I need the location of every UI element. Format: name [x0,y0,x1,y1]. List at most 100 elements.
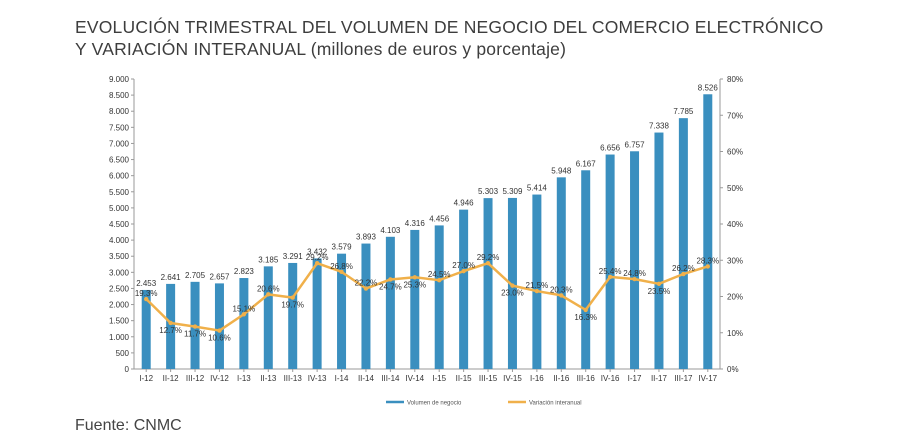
line-label-II-12: 12.7% [159,326,182,335]
legend-bar-label: Volumen de negocio [407,401,462,407]
x-label-I-12: I-12 [139,374,153,383]
bar-I-13 [239,278,249,369]
bar-label-IV-12: 2.657 [209,272,230,281]
left-axis-tick-label: 2.000 [109,301,130,310]
variation-point-IV-12 [217,328,222,333]
bar-II-17 [654,132,664,369]
bar-label-III-15: 5.303 [478,187,499,196]
line-label-IV-15: 23.0% [501,289,524,298]
line-label-I-12: 19.3% [135,289,158,298]
bar-label-II-15: 4.946 [454,199,475,208]
variation-point-III-16 [583,307,588,313]
bar-III-13 [288,262,298,369]
bar-label-I-13: 2.823 [234,267,255,276]
left-axis-tick-label: 3.000 [109,268,130,277]
left-axis-tick-label: 1.500 [109,317,130,326]
x-label-I-16: I-16 [530,374,544,383]
x-label-II-15: II-15 [456,374,473,383]
x-label-III-15: III-15 [479,374,498,383]
x-label-II-16: II-16 [553,374,570,383]
x-label-II-14: II-14 [358,374,375,383]
left-axis-tick-label: 2.500 [109,284,130,293]
left-axis-tick-label: 4.000 [109,236,130,245]
left-axis-tick-label: 0 [125,365,130,374]
line-label-I-16: 21.5% [526,281,549,290]
bar-IV-14 [410,229,420,369]
bar-label-I-16: 5.414 [527,184,548,193]
x-label-I-15: I-15 [432,374,446,383]
variation-point-II-16 [559,293,564,298]
variation-point-I-16 [534,288,540,294]
x-label-III-14: III-14 [381,374,400,383]
bar-I-14 [337,253,347,369]
bar-label-IV-15: 5.309 [502,187,523,196]
bar-II-12 [166,283,176,369]
x-label-IV-14: IV-14 [405,374,424,383]
bar-label-III-12: 2.705 [185,271,206,280]
bar-label-II-13: 3.185 [258,255,279,264]
legend-line-label: Variación interanual [529,401,582,407]
bar-label-I-12: 2.453 [136,279,157,288]
bar-label-II-16: 5.948 [551,166,572,175]
bar-IV-13 [312,258,322,369]
x-label-III-17: III-17 [674,374,693,383]
left-axis-tick-label: 8.000 [109,107,130,116]
x-label-I-14: I-14 [335,374,349,383]
right-axis-tick-label: 0% [727,365,739,374]
bar-I-16 [532,194,542,369]
left-axis-tick-label: 6.500 [109,156,130,165]
variation-point-I-14 [339,269,344,275]
line-label-I-13: 15.1% [233,304,256,313]
right-axis-tick-label: 20% [727,293,743,302]
bar-II-15 [459,209,469,369]
variation-point-III-12 [192,324,198,329]
right-axis-tick-label: 80% [727,75,743,84]
x-label-III-16: III-16 [577,374,596,383]
bar-label-I-14: 3.579 [332,243,353,252]
left-axis-tick-label: 5.000 [109,204,130,213]
line-label-IV-17: 28.3% [696,256,719,265]
bar-I-17 [630,151,640,369]
line-label-IV-13: 29.2% [306,253,329,262]
line-label-II-17: 23.5% [648,287,671,296]
variation-point-II-14 [363,286,369,291]
left-axis-tick-label: 7.500 [109,123,130,132]
bar-series [141,94,713,370]
variation-point-II-17 [656,281,662,287]
bar-IV-17 [703,94,713,370]
variation-point-IV-13 [314,260,320,266]
left-axis-tick-label: 6.000 [109,172,130,181]
bar-III-15 [483,198,493,369]
line-label-III-12: 11.7% [184,330,206,339]
bar-II-13 [263,266,273,369]
x-label-IV-13: IV-13 [308,374,327,383]
right-axis: 0% 10% 20% 30% 40% 50% 60% 70% 80% [719,75,743,374]
x-label-IV-17: IV-17 [698,374,717,383]
right-axis-tick-label: 10% [727,329,743,338]
variation-point-II-12 [168,320,173,326]
line-label-III-13: 19.7% [281,301,304,310]
legend: Volumen de negocio Variación interanual [386,401,582,407]
bar-I-15 [434,225,444,369]
left-axis-tick-label: 500 [116,349,130,358]
line-label-III-14: 24.7% [379,282,402,291]
variation-point-III-13 [290,295,295,300]
right-axis-tick-label: 50% [727,184,743,193]
variation-point-III-15 [485,260,491,266]
bar-label-II-12: 2.641 [161,273,182,282]
x-label-IV-12: IV-12 [210,374,229,383]
line-label-III-15: 29.2% [477,253,500,262]
variation-point-I-15 [437,277,442,283]
variation-point-II-13 [266,292,271,297]
bar-III-16 [581,170,591,369]
bar-label-II-14: 3.893 [356,233,377,242]
bar-label-III-14: 4.103 [380,226,401,235]
bar-label-I-17: 6.757 [625,140,646,149]
bar-label-I-15: 4.456 [429,214,450,223]
bar-label-III-16: 6.167 [576,159,597,168]
bar-III-17 [678,118,688,370]
x-label-II-13: II-13 [260,374,277,383]
line-label-II-14: 22.2% [355,279,378,288]
